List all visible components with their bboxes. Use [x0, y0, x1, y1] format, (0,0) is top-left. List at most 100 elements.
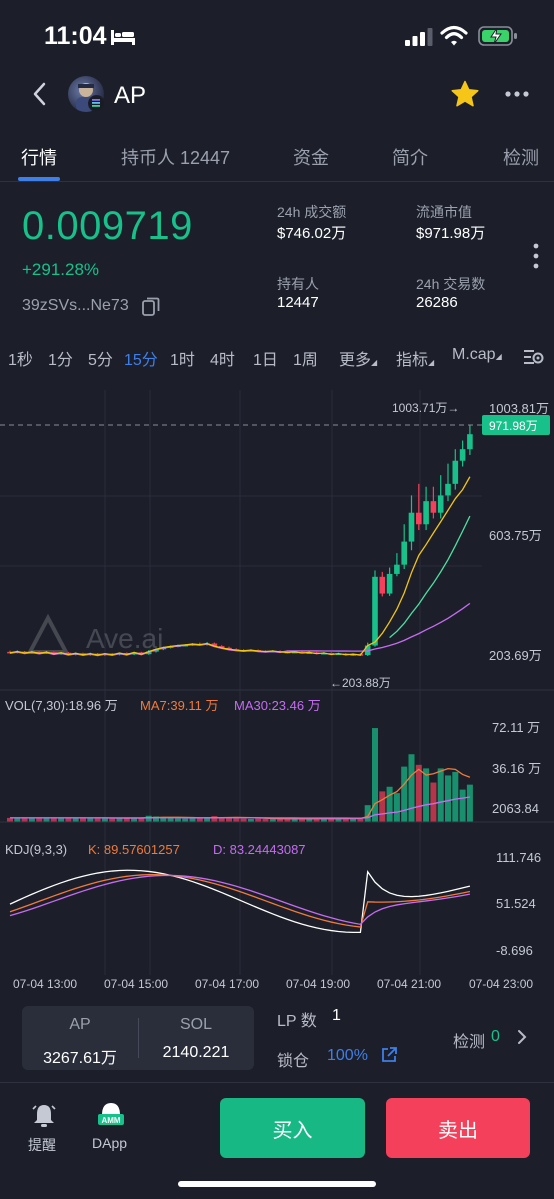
low-marker: ←203.88万 [330, 676, 391, 690]
interval-15m[interactable]: 15分 [124, 352, 158, 369]
chart-grid [0, 390, 554, 975]
dapp-label[interactable]: DApp [92, 1135, 128, 1151]
pool-divider [138, 1018, 139, 1058]
candle-body [65, 652, 72, 655]
kdj-lines [9, 869, 471, 934]
indicators-dropdown[interactable]: 指标◢ [396, 346, 434, 370]
kdj-k-line [9, 873, 471, 928]
more-options-icon[interactable] [504, 90, 530, 98]
amm-badge-label: AMM [101, 1116, 120, 1125]
candle-body [445, 483, 451, 496]
current-price: 0.009719 [22, 204, 193, 248]
volume-bar [218, 817, 225, 822]
volume-bar [204, 817, 211, 822]
volume-bar [437, 768, 444, 822]
volume-bar [415, 764, 422, 822]
volume-bar [14, 817, 21, 822]
buy-button[interactable]: 买入 [220, 1098, 365, 1158]
remind-label[interactable]: 提醒 [28, 1137, 56, 1153]
stat-txns-value: 26286 [416, 294, 458, 311]
copy-icon[interactable] [142, 297, 160, 317]
volume-legend: VOL(7,30):18.96 万 [5, 698, 118, 713]
volume-bar [379, 791, 386, 822]
external-link-icon[interactable] [380, 1046, 398, 1064]
candle-body [80, 653, 86, 655]
interval-1h[interactable]: 1时 [170, 352, 195, 369]
candle-body [321, 653, 327, 655]
indicators-label: 指标 [396, 352, 429, 369]
volume-bar [320, 818, 327, 822]
sell-button[interactable]: 卖出 [386, 1098, 530, 1158]
candle-body [51, 652, 57, 654]
volume-bar [43, 817, 50, 822]
volume-bar [445, 775, 451, 822]
candle-body [94, 653, 101, 656]
volume-bars [7, 728, 473, 822]
price-axis-label: 203.69万 [489, 648, 542, 663]
volume-bar [65, 817, 72, 822]
candle-body [218, 646, 225, 648]
volume-bar [50, 817, 57, 822]
vertical-more-icon[interactable] [533, 243, 539, 269]
amm-dapp-icon[interactable]: AMM [96, 1101, 126, 1131]
candle-body [226, 647, 232, 650]
volume-bar [459, 789, 466, 822]
volume-bar [240, 818, 247, 822]
wifi-icon [440, 25, 468, 46]
interval-1w[interactable]: 1周 [293, 352, 318, 369]
tab-market[interactable]: 行情 [21, 148, 57, 168]
mcap-dropdown[interactable]: M.cap◢ [452, 346, 502, 364]
stat-volume-value: $746.02万 [277, 225, 347, 242]
chart-settings-icon[interactable] [522, 346, 544, 368]
interval-1d[interactable]: 1日 [253, 352, 278, 369]
volume-bar [430, 782, 437, 822]
chain-badge-icon [88, 95, 105, 112]
volume-bar [189, 818, 196, 822]
tab-funds[interactable]: 资金 [293, 148, 329, 168]
tab-check[interactable]: 检测 [503, 148, 539, 168]
active-tab-indicator [18, 177, 60, 181]
volume-ma30-label: MA30:23.46 万 [234, 698, 321, 713]
volume-bar [342, 818, 349, 822]
candle-body [291, 651, 298, 654]
volume-bar [299, 818, 305, 822]
contract-address: 39zSVs...Ne73 [22, 297, 129, 314]
volume-bar [364, 805, 371, 822]
volume-bar [335, 818, 342, 822]
favorite-star-icon[interactable] [450, 80, 480, 108]
volume-bar [306, 818, 313, 822]
security-check-label[interactable]: 检测 [453, 1034, 486, 1051]
more-intervals-dropdown[interactable]: 更多◢ [339, 346, 377, 370]
stat-holders-label: 持有人 [277, 276, 319, 292]
home-indicator [178, 1181, 376, 1187]
moving-average-lines [9, 476, 471, 657]
tab-intro[interactable]: 简介 [392, 148, 428, 168]
volume-bar [226, 817, 232, 822]
interval-1s[interactable]: 1秒 [8, 352, 33, 369]
bell-icon[interactable] [32, 1103, 56, 1129]
lock-value[interactable]: 100% [327, 1047, 368, 1064]
back-arrow-icon[interactable] [28, 80, 52, 108]
kdj-j-line [9, 869, 471, 934]
high-marker: 1003.71万→ [392, 401, 459, 415]
token-header: AP [0, 70, 554, 120]
interval-4h[interactable]: 4时 [210, 352, 235, 369]
interval-1m[interactable]: 1分 [48, 352, 73, 369]
candle-body [416, 512, 422, 525]
volume-axis-label: 2063.84 [492, 801, 539, 816]
interval-5m[interactable]: 5分 [88, 352, 113, 369]
candle-body [36, 651, 42, 654]
volume-axis: 72.11 万 36.16 万 2063.84 [492, 720, 541, 816]
volume-bar [262, 818, 269, 822]
volume-axis-label: 72.11 万 [492, 720, 540, 735]
volume-bar [372, 728, 378, 822]
volume-bar [116, 817, 123, 822]
volume-bar [408, 754, 415, 822]
time-axis-label: 07-04 19:00 [286, 977, 350, 991]
chevron-right-icon[interactable] [516, 1028, 528, 1046]
time-axis-label: 07-04 15:00 [104, 977, 168, 991]
dropdown-triangle-icon: ◢ [371, 358, 378, 367]
tab-holders[interactable]: 持币人 12447 [121, 148, 231, 168]
volume-bar [423, 768, 430, 822]
